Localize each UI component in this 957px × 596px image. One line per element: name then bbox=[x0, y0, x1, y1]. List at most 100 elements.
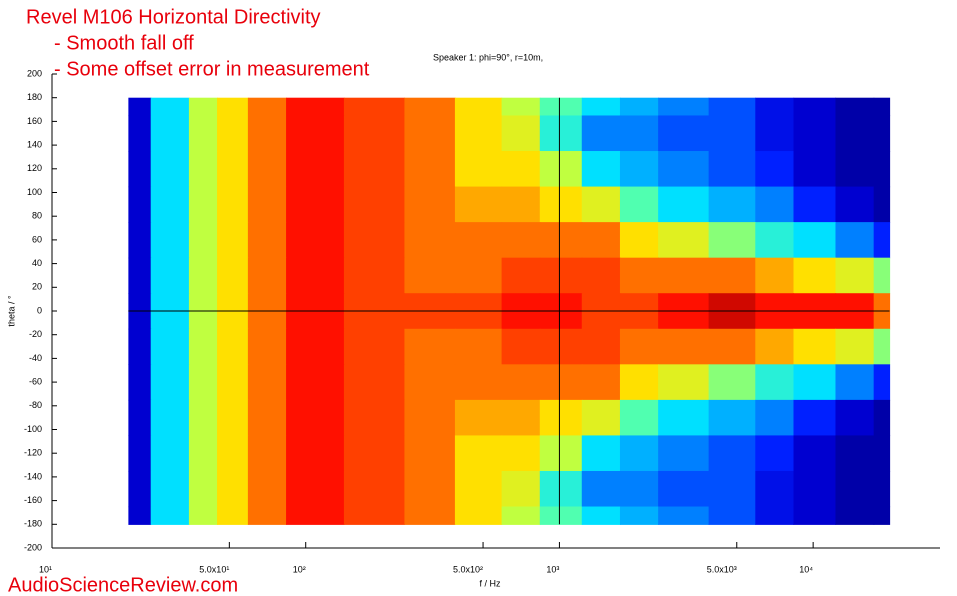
y-tick-label: -20 bbox=[29, 329, 42, 339]
heat-cell bbox=[793, 470, 837, 508]
heat-cell bbox=[150, 222, 190, 259]
heat-cell bbox=[404, 435, 456, 472]
heat-cell bbox=[501, 328, 541, 365]
heat-cell bbox=[150, 328, 190, 365]
heat-cell bbox=[404, 506, 456, 525]
heat-cell bbox=[835, 151, 875, 188]
heat-cell bbox=[217, 257, 249, 294]
heat-cell bbox=[708, 364, 756, 401]
heat-cell bbox=[873, 399, 891, 437]
heat-cell bbox=[217, 328, 249, 365]
heat-cell bbox=[873, 115, 891, 152]
y-tick-label: 40 bbox=[32, 258, 42, 268]
y-tick-label: 140 bbox=[27, 139, 42, 149]
heat-cell bbox=[755, 97, 795, 117]
heat-cell bbox=[581, 222, 621, 259]
heat-cell bbox=[150, 257, 190, 294]
heat-cell bbox=[217, 399, 249, 437]
heat-cell bbox=[539, 506, 583, 525]
heat-cell bbox=[581, 399, 621, 437]
heat-cell bbox=[755, 257, 795, 294]
heat-cell bbox=[539, 115, 583, 152]
heat-cell bbox=[404, 364, 456, 401]
heat-cell bbox=[188, 97, 218, 117]
heat-cell bbox=[247, 115, 287, 152]
heat-cell bbox=[150, 186, 190, 223]
heat-cell bbox=[454, 186, 503, 223]
heat-cell bbox=[188, 186, 218, 223]
heat-cell bbox=[708, 257, 756, 294]
heat-cell bbox=[873, 186, 891, 223]
heat-cell bbox=[539, 186, 583, 223]
y-tick-label: 120 bbox=[27, 163, 42, 173]
heat-cell bbox=[217, 435, 249, 472]
heat-cell bbox=[708, 222, 756, 259]
heat-cell bbox=[343, 186, 406, 223]
heat-cell bbox=[128, 506, 152, 525]
heat-cell bbox=[404, 222, 456, 259]
heat-cell bbox=[454, 506, 503, 525]
y-tick-label: 80 bbox=[32, 211, 42, 221]
heat-cell bbox=[708, 399, 756, 437]
watermark: AudioScienceReview.com bbox=[8, 574, 238, 596]
heat-cell bbox=[188, 364, 218, 401]
y-tick-label: -200 bbox=[24, 542, 42, 552]
heat-cell bbox=[658, 435, 710, 472]
x-tick-label: 10¹ bbox=[39, 564, 52, 574]
heat-cell bbox=[835, 506, 875, 525]
heat-cell bbox=[539, 470, 583, 508]
heat-cell bbox=[581, 97, 621, 117]
heat-cell bbox=[873, 97, 891, 117]
heat-cell bbox=[404, 115, 456, 152]
heat-cell bbox=[658, 328, 710, 365]
heat-cell bbox=[581, 435, 621, 472]
heat-cell bbox=[793, 257, 837, 294]
heat-cell bbox=[539, 222, 583, 259]
heat-cell bbox=[247, 435, 287, 472]
y-tick-label: 60 bbox=[32, 234, 42, 244]
heat-cell bbox=[454, 399, 503, 437]
heat-cell bbox=[708, 506, 756, 525]
heat-cell bbox=[247, 399, 287, 437]
heat-cell bbox=[619, 470, 659, 508]
heat-cell bbox=[454, 364, 503, 401]
x-tick-label: 10⁴ bbox=[799, 564, 813, 574]
heat-cell bbox=[128, 435, 152, 472]
heat-cell bbox=[188, 435, 218, 472]
heat-cell bbox=[188, 506, 218, 525]
heat-cell bbox=[581, 186, 621, 223]
heat-cell bbox=[454, 115, 503, 152]
heat-cell bbox=[755, 328, 795, 365]
heat-cell bbox=[343, 470, 406, 508]
heat-cell bbox=[343, 151, 406, 188]
x-axis-label: f / Hz bbox=[479, 578, 501, 588]
heat-cell bbox=[658, 506, 710, 525]
heat-cell bbox=[217, 364, 249, 401]
heat-cell bbox=[404, 97, 456, 117]
heat-cell bbox=[793, 186, 837, 223]
heat-cell bbox=[188, 151, 218, 188]
heat-cell bbox=[343, 97, 406, 117]
y-tick-label: 160 bbox=[27, 116, 42, 126]
subtitle: Speaker 1: phi=90°, r=10m, bbox=[433, 52, 543, 62]
heat-cell bbox=[835, 328, 875, 365]
heat-cell bbox=[286, 435, 345, 472]
y-tick-label: -120 bbox=[24, 448, 42, 458]
heat-cell bbox=[755, 151, 795, 188]
heat-cell bbox=[501, 470, 541, 508]
heat-cell bbox=[793, 435, 837, 472]
heat-cell bbox=[247, 328, 287, 365]
heat-cell bbox=[150, 97, 190, 117]
heat-cell bbox=[793, 115, 837, 152]
heat-cell bbox=[793, 399, 837, 437]
heat-cell bbox=[128, 399, 152, 437]
y-tick-label: 100 bbox=[27, 187, 42, 197]
heat-cell bbox=[755, 222, 795, 259]
heat-cell bbox=[188, 470, 218, 508]
heat-cell bbox=[873, 506, 891, 525]
heat-cell bbox=[658, 186, 710, 223]
heat-cell bbox=[501, 399, 541, 437]
chart-title: - Smooth fall off bbox=[54, 32, 194, 54]
heat-cell bbox=[454, 151, 503, 188]
heat-cell bbox=[873, 151, 891, 188]
